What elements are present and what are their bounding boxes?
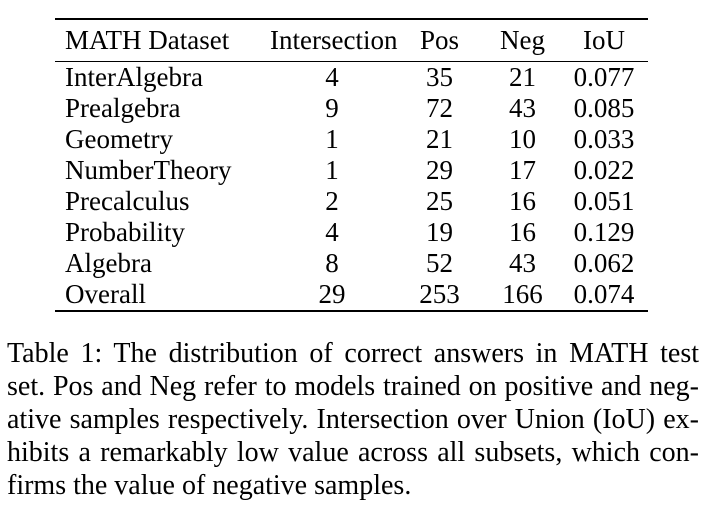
cell-intersection: 9 xyxy=(325,92,339,123)
cell-iou: 0.129 xyxy=(573,216,635,247)
cell-neg: 17 xyxy=(509,154,536,185)
caption-line-3: ative samples respectively. Intersection… xyxy=(7,404,699,435)
cell-pos: 52 xyxy=(426,247,453,278)
table-row: Prealgebra 9 72 43 0.085 xyxy=(55,93,648,124)
table-row: Precalculus 2 25 16 0.051 xyxy=(55,186,648,217)
cell-intersection: 1 xyxy=(325,123,339,154)
cell-iou: 0.022 xyxy=(573,154,635,185)
cell-neg: 43 xyxy=(509,92,536,123)
cell-dataset: Geometry xyxy=(65,123,173,154)
col-header-neg: Neg xyxy=(485,19,560,62)
cell-iou: 0.051 xyxy=(573,185,635,216)
cell-neg: 10 xyxy=(509,123,536,154)
table-header-row: MATH Dataset Intersection Pos Neg IoU xyxy=(55,19,648,62)
cell-dataset: Overall xyxy=(65,278,146,309)
cell-intersection: 4 xyxy=(325,61,339,92)
cell-pos: 72 xyxy=(426,92,453,123)
cell-pos: 25 xyxy=(426,185,453,216)
cell-intersection: 1 xyxy=(325,154,339,185)
col-header-iou: IoU xyxy=(560,19,648,62)
cell-pos: 29 xyxy=(426,154,453,185)
cell-dataset: Prealgebra xyxy=(65,92,181,123)
caption-line-5: firms the value of negative samples. xyxy=(7,470,412,501)
cell-dataset: Algebra xyxy=(65,247,152,278)
cell-dataset: NumberTheory xyxy=(65,154,232,185)
table-row-overall: Overall 29 253 166 0.074 xyxy=(55,279,648,311)
caption-line-4: hibits a remarkably low value across all… xyxy=(7,437,699,468)
caption-line-1: Table 1: The distribution of correct ans… xyxy=(7,338,699,369)
cell-neg: 166 xyxy=(502,278,543,309)
table-1-block: MATH Dataset Intersection Pos Neg IoU In… xyxy=(55,18,648,312)
cell-neg: 43 xyxy=(509,247,536,278)
caption-line-2: set. Pos and Neg refer to models trained… xyxy=(7,371,699,402)
cell-dataset: InterAlgebra xyxy=(65,61,203,92)
table-row: Probability 4 19 16 0.129 xyxy=(55,217,648,248)
col-header-intersection: Intersection xyxy=(270,19,397,62)
cell-pos: 21 xyxy=(426,123,453,154)
cell-iou: 0.033 xyxy=(573,123,635,154)
cell-iou: 0.085 xyxy=(573,92,635,123)
cell-dataset: Probability xyxy=(65,216,185,247)
cell-intersection: 2 xyxy=(325,185,339,216)
table-row: Geometry 1 21 10 0.033 xyxy=(55,124,648,155)
cell-iou: 0.062 xyxy=(573,247,635,278)
cell-neg: 21 xyxy=(509,61,536,92)
cell-neg: 16 xyxy=(509,185,536,216)
cell-neg: 16 xyxy=(509,216,536,247)
table-caption: Table 1: The distribution of correct ans… xyxy=(7,337,699,502)
cell-intersection: 29 xyxy=(318,278,346,309)
cell-intersection: 8 xyxy=(325,247,339,278)
cell-iou: 0.077 xyxy=(573,61,635,92)
results-table: MATH Dataset Intersection Pos Neg IoU In… xyxy=(55,18,648,312)
cell-intersection: 4 xyxy=(325,216,339,247)
table-row: NumberTheory 1 29 17 0.022 xyxy=(55,155,648,186)
col-header-pos: Pos xyxy=(394,19,485,62)
table-row: Algebra 8 52 43 0.062 xyxy=(55,248,648,279)
cell-pos: 35 xyxy=(426,61,453,92)
cell-pos: 253 xyxy=(419,278,460,309)
cell-dataset: Precalculus xyxy=(65,185,190,216)
col-header-math-dataset: MATH Dataset xyxy=(55,19,270,62)
cell-pos: 19 xyxy=(426,216,453,247)
table-row: InterAlgebra 4 35 21 0.077 xyxy=(55,61,648,93)
cell-iou: 0.074 xyxy=(573,278,635,309)
